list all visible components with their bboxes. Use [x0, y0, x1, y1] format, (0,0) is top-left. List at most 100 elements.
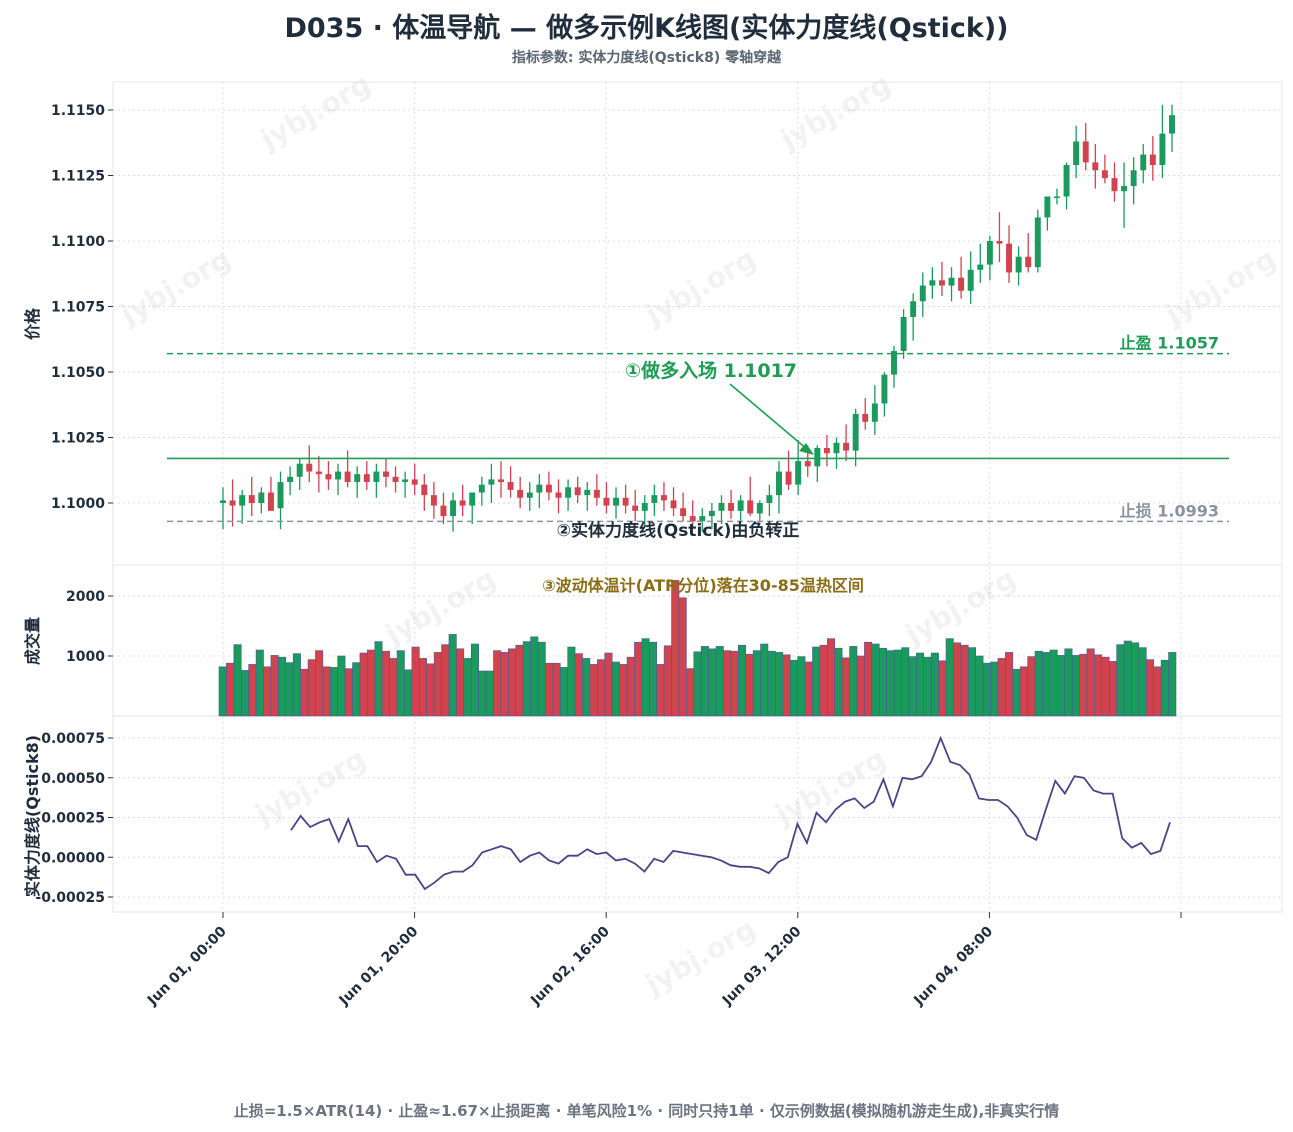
- volume-bar: [856, 655, 865, 717]
- volume-bar: [1049, 649, 1058, 717]
- candle-body: [823, 447, 830, 454]
- volume-bar: [901, 647, 910, 717]
- volume-bar: [433, 652, 442, 717]
- volume-bar: [797, 656, 806, 717]
- candle-body: [229, 500, 236, 506]
- qstick-y-tick-label: 0.00025: [41, 811, 105, 827]
- volume-bar: [337, 655, 346, 717]
- volume-bar: [470, 643, 479, 717]
- volume-bar: [270, 655, 279, 717]
- volume-bar: [559, 667, 568, 717]
- volume-bar: [745, 653, 754, 717]
- volume-bar: [300, 668, 309, 717]
- volume-bar: [611, 661, 620, 717]
- volume-bar: [1027, 656, 1036, 717]
- candle-body: [795, 461, 802, 485]
- chart-subtitle: 指标参数: 实体力度线(Qstick8) 零轴穿越: [511, 50, 782, 66]
- candle-body: [1169, 115, 1175, 134]
- stop-loss-label: 止损 1.0993: [1120, 501, 1219, 520]
- volume-bar: [515, 644, 524, 717]
- candle-body: [728, 503, 735, 511]
- volume-bar: [886, 650, 895, 717]
- volume-bar: [315, 650, 324, 717]
- candle-body: [565, 487, 572, 498]
- volume-bar: [708, 648, 717, 717]
- volume-y-tick-label: 1000: [66, 649, 105, 665]
- volume-bar: [359, 652, 368, 717]
- candle-body: [948, 277, 955, 286]
- volume-bar: [938, 660, 947, 717]
- candle-body: [392, 476, 399, 483]
- candle-body: [670, 500, 677, 509]
- candle-body: [1140, 154, 1147, 171]
- candle-body: [1101, 170, 1108, 179]
- volume-bar: [656, 664, 665, 717]
- volume-bar: [426, 663, 435, 717]
- volume-bar: [723, 650, 732, 717]
- entry-arrow: [729, 383, 809, 451]
- candle-body: [881, 374, 888, 404]
- candle-body: [613, 497, 619, 506]
- qstick-panel: [112, 715, 1283, 913]
- qstick-y-axis-title: 实体力度线(Qstick8): [23, 735, 42, 897]
- volume-bar: [812, 646, 821, 717]
- volume-bar: [463, 658, 472, 717]
- volume-y-tick-label: 2000: [66, 589, 105, 605]
- candle-body: [977, 264, 984, 270]
- volume-bar: [1094, 654, 1103, 717]
- candle-body: [363, 474, 370, 483]
- volume-bar: [374, 641, 383, 717]
- volume-bar: [329, 667, 338, 717]
- volume-bar: [1108, 661, 1117, 717]
- volume-bar: [804, 661, 813, 717]
- volume-bar: [960, 644, 969, 717]
- volume-bar: [233, 644, 242, 717]
- candle-body: [402, 479, 409, 483]
- candle-body: [862, 413, 869, 422]
- volume-bar: [1138, 647, 1147, 717]
- volume-bar: [752, 650, 761, 717]
- candle-body: [891, 351, 897, 375]
- candle-body: [411, 479, 418, 485]
- volume-bar: [307, 659, 316, 717]
- candle-body: [766, 495, 773, 503]
- candle-body: [1121, 185, 1128, 192]
- volume-bar: [671, 580, 680, 717]
- volume-bar: [1116, 644, 1125, 717]
- candle-body: [1034, 217, 1041, 268]
- candle-body: [718, 503, 725, 511]
- volume-bar: [1101, 656, 1110, 717]
- volume-bar: [893, 649, 902, 717]
- candle-body: [632, 505, 639, 511]
- candle-body: [488, 479, 495, 485]
- volume-bar: [226, 662, 235, 717]
- qstick-y-tick-label: 0.00050: [41, 771, 105, 787]
- volume-bar: [953, 642, 962, 717]
- footnote: 止损=1.5×ATR(14) · 止盈≈1.67×止损距离 · 单笔风险1% ·…: [233, 1102, 1060, 1120]
- x-tick-label: Jun 01, 20:00: [336, 923, 422, 1009]
- qstick-y-tick-label: 0.00000: [41, 850, 105, 866]
- candle-body: [440, 505, 447, 517]
- qstick-line: [290, 735, 1171, 891]
- volume-bar: [285, 662, 294, 717]
- volume-bar: [1079, 653, 1088, 717]
- candle-body: [574, 487, 581, 496]
- volume-bar: [908, 656, 917, 717]
- candle-body: [584, 489, 591, 496]
- volume-bar: [1012, 668, 1021, 717]
- volume-bar: [396, 650, 405, 717]
- volume-bar: [916, 652, 925, 717]
- volume-bar: [240, 670, 249, 717]
- volume-bar: [567, 646, 576, 717]
- candle-body: [1159, 133, 1166, 166]
- volume-bar: [1086, 648, 1095, 717]
- candle-body: [459, 500, 466, 506]
- volume-bar: [930, 652, 939, 717]
- volume-bar: [478, 670, 487, 717]
- volume-bar: [1153, 666, 1162, 717]
- candle-body: [747, 500, 754, 514]
- candle-body: [680, 508, 687, 517]
- candle-body: [382, 471, 389, 477]
- price-y-tick-label: 1.1025: [51, 431, 105, 447]
